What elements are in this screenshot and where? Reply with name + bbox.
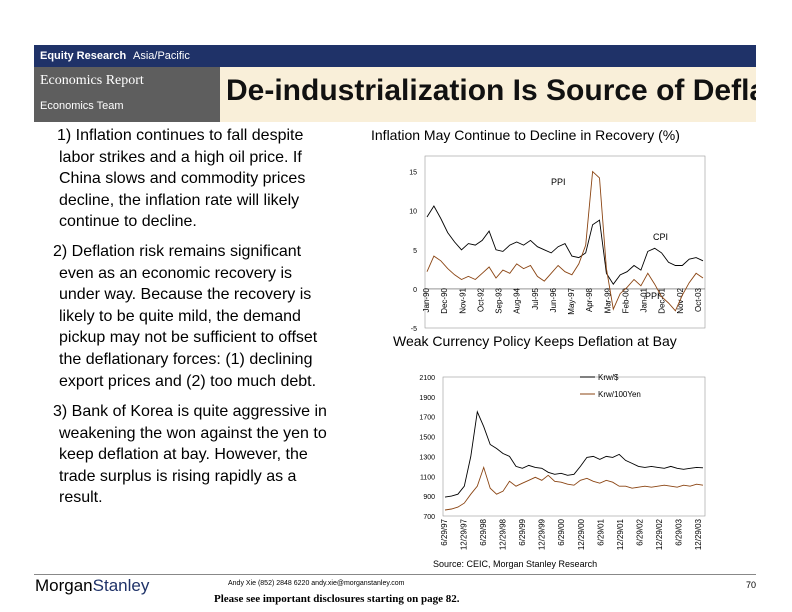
y-tick-label: 700: [423, 514, 435, 521]
morgan-stanley-logo: MorganStanley: [35, 576, 149, 596]
cpi-annotation: CPI: [653, 232, 668, 242]
x-tick-label: 12/29/00: [577, 518, 586, 550]
x-tick-label: Apr-98: [585, 287, 594, 312]
x-tick-label: 6/29/98: [479, 518, 488, 545]
x-tick-label: Nov-91: [458, 287, 467, 313]
y-tick-label: 1700: [419, 415, 435, 422]
bullet-line: likely to be quite mild, the demand: [59, 307, 301, 325]
chart1-title: Inflation May Continue to Decline in Rec…: [371, 127, 680, 143]
top-bar: Equity Research Asia/Pacific: [34, 45, 756, 67]
page-number: 70: [746, 580, 757, 590]
y-tick-label: 15: [409, 170, 417, 177]
department-box: Economics Report Economics Team: [34, 67, 220, 122]
brand-label: Equity Research: [40, 50, 127, 62]
bullet-line: 3) Bank of Korea is quite aggressive in: [53, 403, 327, 420]
bullet-line: result.: [59, 489, 103, 507]
bullet-line: weakening the won against the yen to: [59, 424, 327, 442]
x-tick-label: Aug-94: [513, 287, 522, 313]
source-note: Source: CEIC, Morgan Stanley Research: [433, 559, 598, 569]
series-line: [444, 465, 704, 511]
bullet-line: export prices and (2) too much debt.: [59, 372, 317, 390]
currency-chart: 2100 1900 1700 1500 1300 1100 900 700 6/29/97 12/…: [419, 373, 706, 550]
x-tick-label: 6/29/97: [440, 518, 449, 545]
bullet-line: 1) Inflation continues to fall despite: [57, 127, 304, 144]
x-tick-label: 12/29/01: [616, 518, 625, 550]
legend-label: Krw/$: [598, 373, 619, 382]
y-tick-label: 1300: [419, 454, 435, 461]
bullet-line: labor strikes and a high oil price. If: [59, 148, 302, 166]
bullet-2: 2) Deflation risk remains significant ev…: [53, 241, 317, 392]
y-tick-label: 1100: [420, 474, 435, 481]
x-tick-label: Jul-95: [531, 287, 540, 309]
x-tick-label: Dec-01: [658, 287, 667, 313]
bullet-line: keep deflation at bay. However, the: [59, 446, 308, 464]
x-tick-label: Oct-92: [476, 287, 485, 312]
x-tick-label: May-97: [567, 287, 576, 314]
y-tick-label: 10: [409, 209, 417, 216]
series-line: [444, 410, 704, 498]
x-tick-label: Jan-01: [640, 287, 649, 312]
bullet-line: continue to decline.: [59, 213, 197, 231]
x-tick-label: Oct-03: [694, 287, 703, 312]
footer-divider: [34, 574, 756, 575]
y-tick-label: 2100: [419, 375, 435, 382]
y-tick-label: 1900: [419, 395, 435, 402]
bullet-3: 3) Bank of Korea is quite aggressive in …: [53, 401, 327, 509]
x-tick-label: Sep-93: [495, 287, 504, 313]
x-tick-label: Dec-90: [440, 287, 449, 313]
bullet-line: trade surplus is rising rapidly as a: [59, 467, 297, 485]
x-tick-label: 6/29/99: [518, 518, 527, 545]
disclaimer: Please see important disclosures startin…: [214, 593, 460, 605]
report-type: Economics Report: [40, 73, 144, 88]
x-tick-label: 12/29/03: [694, 518, 703, 550]
bullet-1: 1) Inflation continues to fall despite l…: [57, 125, 305, 233]
x-tick-label: 6/29/00: [557, 518, 566, 545]
logo-part1: Morgan: [35, 576, 93, 595]
y-tick-label: 5: [413, 248, 417, 255]
legend-label: Krw/100Yen: [598, 390, 641, 399]
x-tick-label: Mar-99: [603, 287, 612, 313]
series-line: [426, 170, 704, 312]
bullet-line: pickup may not be sufficient to offset: [59, 329, 318, 347]
bullet-line: under way. Because the recovery is: [59, 286, 312, 304]
y-tick-label: 0: [413, 287, 417, 294]
plot-frame: [424, 155, 706, 329]
y-tick-label: 1500: [419, 435, 435, 442]
x-tick-label: 12/29/97: [460, 518, 469, 550]
bullet-line: the deflationary forces: (1) declining: [59, 350, 313, 368]
x-tick-label: 12/29/99: [538, 518, 547, 550]
series-line: [426, 205, 704, 285]
bullet-line: 2) Deflation risk remains significant: [53, 243, 302, 260]
x-tick-label: Feb-00: [621, 287, 630, 313]
x-tick-label: 6/29/01: [596, 518, 605, 545]
bullet-line: even as an economic recovery is: [59, 264, 292, 282]
x-tick-label: 6/29/03: [674, 518, 683, 545]
team-label: Economics Team: [40, 100, 124, 112]
inflation-chart: 15 10 5 0 -5 Jan-90 Dec-90 Nov-91 Oct-92 Sep-93 Au…: [409, 155, 706, 333]
plot-frame: [442, 376, 706, 517]
logo-part2: Stanley: [92, 576, 150, 595]
region-label: Asia/Pacific: [133, 50, 190, 62]
x-tick-label: 12/29/98: [499, 518, 508, 550]
x-tick-label: 6/29/02: [635, 518, 644, 545]
y-tick-label: 900: [423, 494, 435, 501]
page-title: De-industrialization Is Source of Defla: [226, 74, 756, 107]
bullet-line: China slows and commodity prices: [59, 170, 306, 188]
y-tick-label: -5: [411, 326, 417, 333]
contact-info: Andy Xie (852) 2848 6220 andy.xie@morgan…: [228, 580, 405, 587]
bullet-line: decline, the inflation rate will likely: [59, 191, 300, 209]
ppi-annotation-2: PPI: [645, 291, 660, 301]
x-tick-label: 12/29/02: [655, 518, 664, 550]
ppi-annotation: PPI: [551, 177, 566, 187]
x-tick-label: Jun-96: [549, 287, 558, 312]
chart2-title: Weak Currency Policy Keeps Deflation at …: [393, 333, 677, 349]
x-tick-label: Jan-90: [422, 287, 431, 312]
